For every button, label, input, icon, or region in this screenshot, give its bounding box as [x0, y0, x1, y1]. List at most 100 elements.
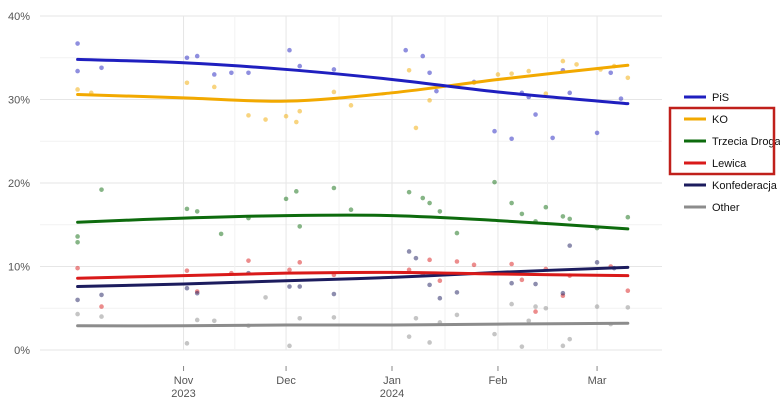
point-pis — [99, 65, 104, 71]
point-ko — [211, 84, 217, 90]
point-ko — [509, 71, 514, 76]
point-lewica — [625, 288, 631, 294]
point-pis — [427, 70, 432, 76]
point-pis — [75, 41, 80, 46]
point-other — [533, 304, 538, 309]
point-trzecia-droga — [427, 200, 432, 206]
point-ko — [297, 108, 303, 114]
point-lewica — [184, 268, 190, 273]
data-points — [75, 41, 631, 349]
point-trzecia-droga — [509, 200, 514, 206]
point-lewica — [454, 259, 460, 264]
point-lewica — [437, 278, 443, 283]
point-ko — [263, 117, 268, 122]
point-ko — [413, 125, 419, 131]
legend: PiS KO Trzecia Droga Lewica Konfederacja Othe… — [668, 92, 780, 214]
point-trzecia-droga — [437, 209, 443, 214]
point-ko — [495, 72, 501, 77]
point-ko — [184, 80, 190, 86]
trend-pis — [76, 57, 630, 106]
point-other — [492, 331, 497, 337]
point-lewica — [75, 265, 80, 271]
point-trzecia-droga — [297, 224, 303, 229]
x-tick-sublabel: 2024 — [380, 388, 404, 400]
point-pis — [297, 63, 303, 69]
x-tick-label: Dec — [276, 375, 296, 387]
point-other — [454, 312, 460, 318]
point-lewica — [533, 309, 538, 314]
point-konfederacja — [75, 297, 80, 303]
point-trzecia-droga — [543, 204, 549, 210]
legend-highlight-box — [668, 106, 776, 176]
point-konfederacja — [437, 295, 443, 301]
point-konfederacja — [287, 284, 292, 289]
point-konfederacja — [533, 281, 538, 287]
point-trzecia-droga — [519, 211, 525, 217]
legend-label-ko: KO — [712, 114, 728, 126]
point-ko — [543, 91, 549, 96]
y-tick-label: 10% — [8, 262, 30, 274]
point-lewica — [287, 267, 292, 273]
y-tick-label: 20% — [8, 178, 30, 190]
point-other — [625, 305, 631, 310]
point-trzecia-droga — [348, 207, 354, 213]
y-tick-label: 30% — [8, 95, 30, 107]
point-lewica — [427, 257, 432, 263]
point-lewica — [509, 261, 514, 267]
point-pis — [550, 135, 555, 141]
point-konfederacja — [567, 243, 573, 248]
point-other — [194, 317, 200, 323]
point-pis — [194, 53, 200, 59]
grid — [40, 15, 662, 351]
legend-label-lewica: Lewica — [712, 158, 747, 170]
point-trzecia-droga — [331, 185, 337, 191]
point-pis — [229, 70, 234, 76]
point-pis — [420, 53, 426, 59]
point-ko — [560, 58, 566, 64]
point-lewica — [297, 260, 303, 265]
point-trzecia-droga — [406, 189, 412, 195]
point-other — [427, 340, 432, 345]
point-other — [297, 315, 303, 321]
point-konfederacja — [297, 284, 303, 289]
x-tick-label: Jan — [383, 375, 401, 387]
point-other — [526, 318, 532, 324]
x-tick-sublabel: 2023 — [171, 388, 195, 400]
point-lewica — [471, 262, 477, 268]
point-konfederacja — [427, 282, 432, 288]
point-konfederacja — [184, 285, 190, 291]
point-other — [287, 343, 292, 349]
point-konfederacja — [99, 292, 104, 298]
point-pis — [331, 67, 337, 72]
point-other — [331, 315, 337, 320]
point-trzecia-droga — [560, 214, 566, 219]
point-trzecia-droga — [625, 214, 631, 220]
point-lewica — [99, 304, 104, 309]
point-other — [543, 305, 549, 311]
point-pis — [184, 55, 190, 61]
point-pis — [509, 136, 514, 142]
point-konfederacja — [560, 290, 566, 296]
point-ko — [625, 75, 631, 81]
point-konfederacja — [413, 255, 419, 261]
trend-konfederacja — [76, 265, 630, 289]
point-pis — [492, 128, 497, 134]
x-tick-label: Feb — [488, 375, 507, 387]
point-other — [413, 315, 419, 321]
point-pis — [246, 70, 251, 76]
point-trzecia-droga — [567, 216, 573, 222]
point-other — [211, 318, 217, 324]
point-trzecia-droga — [184, 206, 190, 212]
y-axis: 0% 10% 20% 30% 40% — [8, 11, 30, 357]
trend-other — [76, 321, 630, 328]
point-other — [184, 341, 190, 346]
point-trzecia-droga — [294, 189, 299, 194]
point-other — [75, 311, 80, 317]
point-pis — [403, 47, 408, 53]
point-ko — [75, 87, 80, 92]
point-pis — [75, 68, 80, 74]
point-pis — [533, 112, 538, 117]
legend-label-pis: PiS — [712, 92, 729, 104]
